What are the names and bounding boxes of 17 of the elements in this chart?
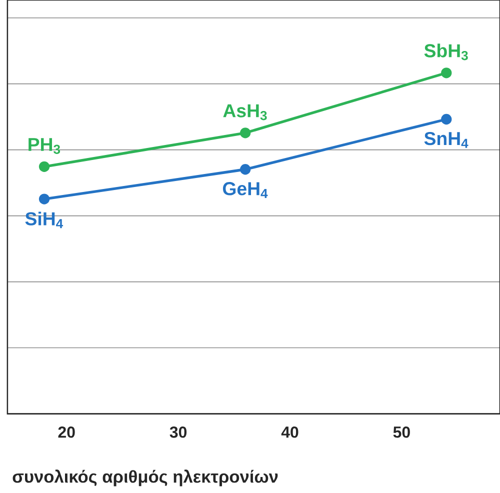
x-tick-label: 50 bbox=[393, 426, 410, 438]
x-tick-label: 40 bbox=[281, 426, 298, 438]
annotation: GeH$_{4}$ bbox=[222, 182, 268, 198]
point bbox=[240, 164, 251, 175]
point bbox=[441, 68, 452, 78]
annotation: SiH$_{4}$ bbox=[25, 212, 64, 228]
point bbox=[38, 162, 50, 172]
x-tick-label: 30 bbox=[170, 426, 187, 438]
x-tick-label: 20 bbox=[58, 426, 75, 438]
point bbox=[240, 128, 251, 138]
annotation: PH$_{3}$ bbox=[28, 138, 60, 154]
annotation: AsH$_{3}$ bbox=[223, 104, 267, 120]
point bbox=[38, 194, 50, 205]
x-axis-title: συνολικός αριθμός ηλεκτρονίων bbox=[12, 470, 278, 486]
annotation: SnH$_{4}$ bbox=[424, 132, 468, 148]
annotation: SbH$_{3}$ bbox=[424, 44, 468, 60]
point bbox=[441, 114, 452, 125]
